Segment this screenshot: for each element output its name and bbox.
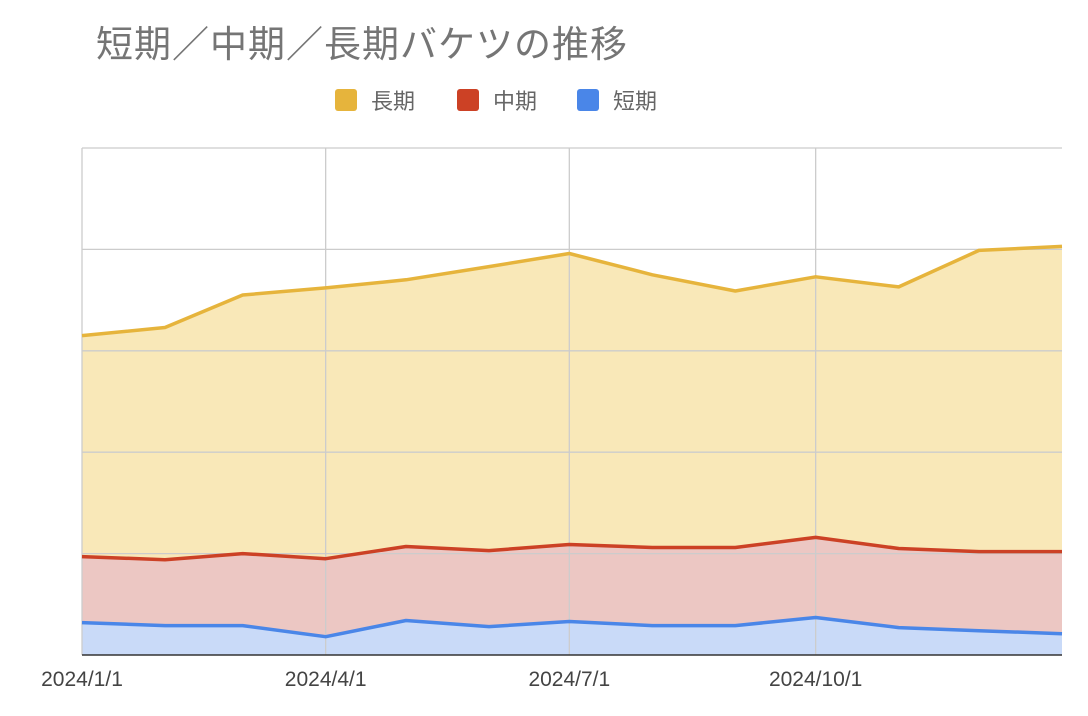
legend-label-short-term: 短期: [613, 90, 658, 115]
legend-swatch-mid-term: [457, 89, 479, 111]
legend-label-mid-term: 中期: [493, 90, 538, 115]
legend-item-mid-term: 中期: [457, 84, 537, 116]
chart-title: 短期／中期／長期バケツの推移: [96, 23, 628, 66]
legend-item-short-term: 短期: [577, 84, 657, 116]
legend-swatch-short-term: [577, 89, 599, 111]
area-fill-series-0: [82, 617, 1062, 655]
x-tick-label-2: 2024/7/1: [528, 668, 610, 691]
area-fill-series-2: [82, 246, 1062, 560]
area-fill-series-1: [82, 537, 1062, 637]
series-line-2: [81, 244, 1063, 338]
chart-legend: 長期 中期 短期: [0, 84, 1088, 116]
legend-label-long-term: 長期: [371, 90, 416, 115]
series-line-0: [81, 615, 1063, 639]
legend-swatch-long-term: [335, 89, 357, 111]
series-line-1: [81, 535, 1062, 562]
x-tick-label-1: 2024/4/1: [285, 668, 367, 691]
x-tick-label-3: 2024/10/1: [769, 668, 862, 691]
x-tick-label-0: 2024/1/1: [41, 668, 123, 691]
legend-item-long-term: 長期: [335, 84, 415, 116]
